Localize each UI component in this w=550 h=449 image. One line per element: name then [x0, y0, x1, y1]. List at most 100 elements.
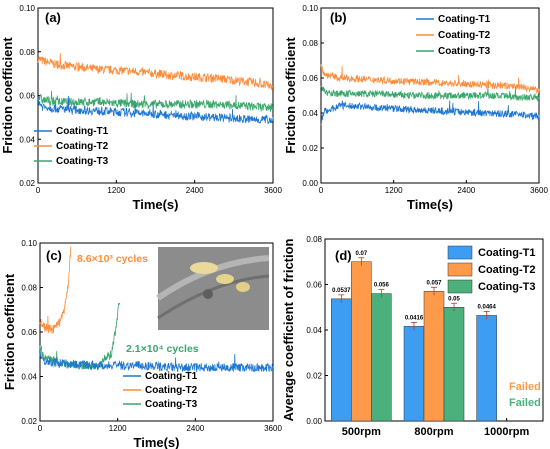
x-tick-label: 1200 — [109, 424, 127, 433]
bar-coating-t1 — [403, 326, 425, 422]
y-tick-label: 0.10 — [21, 239, 37, 248]
legend-label: Coating-T1 — [145, 371, 198, 382]
legend-label: Coating-T3 — [56, 156, 109, 167]
x-axis-label: Time(s) — [134, 435, 180, 449]
debris-3 — [236, 282, 250, 292]
series-line-coating-t1 — [37, 95, 274, 125]
debris-2 — [216, 274, 234, 284]
x-tick-label: 2400 — [186, 186, 204, 195]
failed-label-t2: Failed — [509, 381, 541, 393]
x-axis-label: Time(s) — [133, 197, 179, 212]
annotation-t3-failure: 2.1×10⁴ cycles — [126, 343, 199, 355]
legend-swatch — [447, 262, 473, 277]
series-line-coating-t2 — [37, 53, 274, 90]
panel-label: (b) — [330, 10, 347, 25]
y-tick-label: 0.06 — [306, 281, 322, 290]
bar-value-label: 0.0416 — [405, 315, 424, 321]
series-line-coating-t2 — [320, 64, 540, 95]
plot-frame — [320, 7, 540, 184]
wear-track-edge — [157, 274, 270, 320]
bar-value-label: 0.0464 — [477, 304, 496, 310]
legend-label: Coating-T2 — [145, 385, 198, 396]
bar-value-label: 0.05 — [448, 296, 460, 302]
legend-label: Coating-T1 — [478, 247, 535, 259]
y-tick-label: 0.04 — [306, 326, 322, 335]
bar-coating-t1 — [331, 298, 352, 422]
y-tick-label: 0.08 — [19, 48, 35, 57]
bar-value-label: 0.056 — [374, 283, 390, 289]
bar-coating-t2 — [423, 291, 445, 422]
x-tick-label: 0 — [38, 424, 43, 433]
y-axis-label: Friction coefficient — [283, 37, 298, 154]
y-tick-label: 0.08 — [302, 39, 318, 48]
series-line-coating-t3 — [320, 83, 540, 102]
y-tick-label: 0.06 — [21, 328, 37, 337]
plot-0: 0.02 0.04 0.06 0.08 0.10 0 1200 2400 3600 Time(s)… — [0, 4, 282, 212]
y-tick-label: 0.02 — [306, 372, 322, 381]
x-axis-label: Time(s) — [407, 197, 453, 212]
y-tick-label: 0.10 — [19, 4, 35, 13]
y-tick-label: 0.04 — [302, 109, 318, 118]
bar-value-label: 0.0537 — [332, 288, 351, 294]
series-line-coating-t3 — [37, 90, 274, 112]
y-tick-label: 0.00 — [306, 417, 322, 426]
plot-3: 0.00 0.02 0.04 0.06 0.08 500rpm 0.0537 0.07 0.05… — [281, 235, 544, 438]
plot-1: 0.00 0.02 0.04 0.06 0.08 0.10 0 1200 2400 3600 Tim… — [283, 4, 548, 212]
x-tick-label: 1200 — [385, 186, 403, 195]
y-tick-label: 0.08 — [306, 235, 322, 244]
annotation-t2-failure: 8.6×10³ cycles — [77, 253, 148, 265]
y-tick-label: 0.02 — [19, 179, 35, 188]
category-label: 1000rpm — [484, 426, 529, 438]
x-tick-label: 1200 — [107, 186, 125, 195]
legend-swatch — [447, 245, 473, 260]
x-tick-label: 0 — [319, 186, 324, 195]
y-tick-label: 0.10 — [302, 4, 318, 13]
panel-label: (c) — [46, 248, 62, 263]
y-axis-label: Friction coefficient — [0, 37, 15, 154]
category-label: 500rpm — [342, 426, 381, 438]
y-tick-label: 0.06 — [302, 74, 318, 83]
y-tick-label: 0.02 — [302, 144, 318, 153]
legend-label: Coating-T3 — [438, 46, 491, 57]
x-tick-label: 0 — [36, 186, 41, 195]
y-axis-label: Average coefficient of friction — [281, 238, 296, 421]
panel-label: (a) — [45, 10, 61, 25]
y-tick-label: 0.02 — [21, 417, 37, 426]
y-tick-label: 0.06 — [19, 92, 35, 101]
bar-coating-t3 — [371, 293, 392, 422]
y-tick-label: 0.04 — [21, 373, 37, 382]
x-tick-label: 3600 — [530, 186, 548, 195]
x-tick-label: 3600 — [264, 186, 282, 195]
bar-coating-t1 — [476, 315, 497, 422]
x-tick-label: 2400 — [186, 424, 204, 433]
failed-label-t3: Failed — [509, 397, 541, 409]
inset-photo — [156, 247, 270, 330]
series-line-coating-t1 — [320, 100, 540, 126]
bar-coating-t3 — [443, 307, 465, 422]
y-tick-label: 0.04 — [19, 135, 35, 144]
y-axis-label: Friction coefficient — [2, 273, 17, 390]
x-tick-label: 2400 — [457, 186, 475, 195]
bar-value-label: 0.057 — [426, 280, 442, 286]
plot-2: 0.02 0.04 0.06 0.08 0.10 0 1200 2400 3600 Time(s)… — [2, 239, 282, 449]
pit — [203, 289, 213, 299]
legend-label: Coating-T2 — [438, 30, 491, 41]
debris-1 — [190, 262, 218, 274]
series-line-coating-t3 — [39, 302, 120, 370]
y-tick-label: 0.08 — [21, 284, 37, 293]
legend-label: Coating-T2 — [56, 141, 109, 152]
legend-label: Coating-T3 — [145, 399, 198, 410]
x-tick-label: 3600 — [264, 424, 282, 433]
legend-label: Coating-T1 — [438, 14, 491, 25]
category-label: 800rpm — [414, 426, 453, 438]
legend-label: Coating-T2 — [478, 264, 535, 276]
bar-coating-t2 — [351, 261, 372, 422]
series-line-coating-t2 — [39, 246, 72, 334]
legend-label: Coating-T1 — [56, 126, 109, 137]
panel-label: (d) — [335, 248, 352, 263]
bar-value-label: 0.07 — [355, 251, 367, 257]
legend-label: Coating-T3 — [478, 281, 535, 293]
legend-swatch — [447, 279, 473, 294]
y-tick-label: 0.00 — [302, 179, 318, 188]
